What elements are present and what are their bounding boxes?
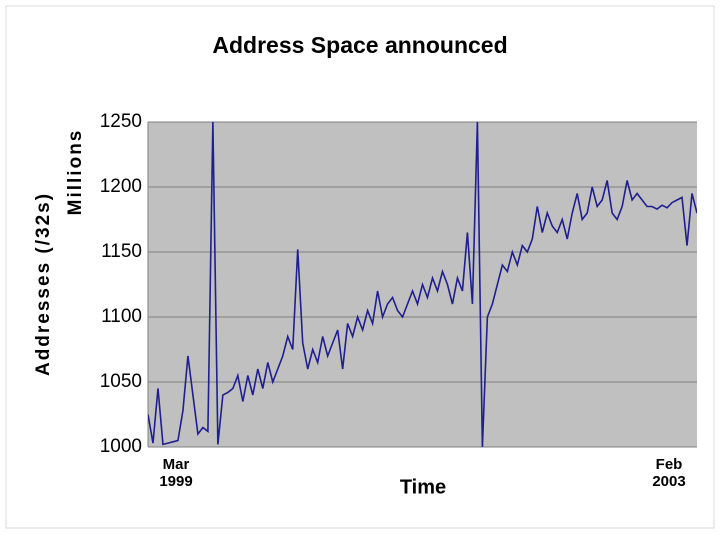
y-tick-label: 1250 xyxy=(100,111,142,132)
y-tick-label: 1100 xyxy=(101,306,142,327)
x-tick-label: Feb 2003 xyxy=(652,456,686,490)
y-axis-label: Addresses (/32s) xyxy=(33,192,54,376)
y-tick-label: 1000 xyxy=(100,436,142,457)
y-tick-label: 1150 xyxy=(101,241,142,262)
data-line xyxy=(148,122,697,447)
x-axis-label: Time xyxy=(400,476,446,498)
y-tick-label: 1200 xyxy=(100,176,142,197)
chart-title: Address Space announced xyxy=(212,32,507,58)
y-axis-unit: Millions xyxy=(65,129,86,216)
y-tick-label: 1050 xyxy=(100,371,142,392)
x-tick-label: Mar 1999 xyxy=(159,456,193,490)
slide-border xyxy=(5,5,715,529)
